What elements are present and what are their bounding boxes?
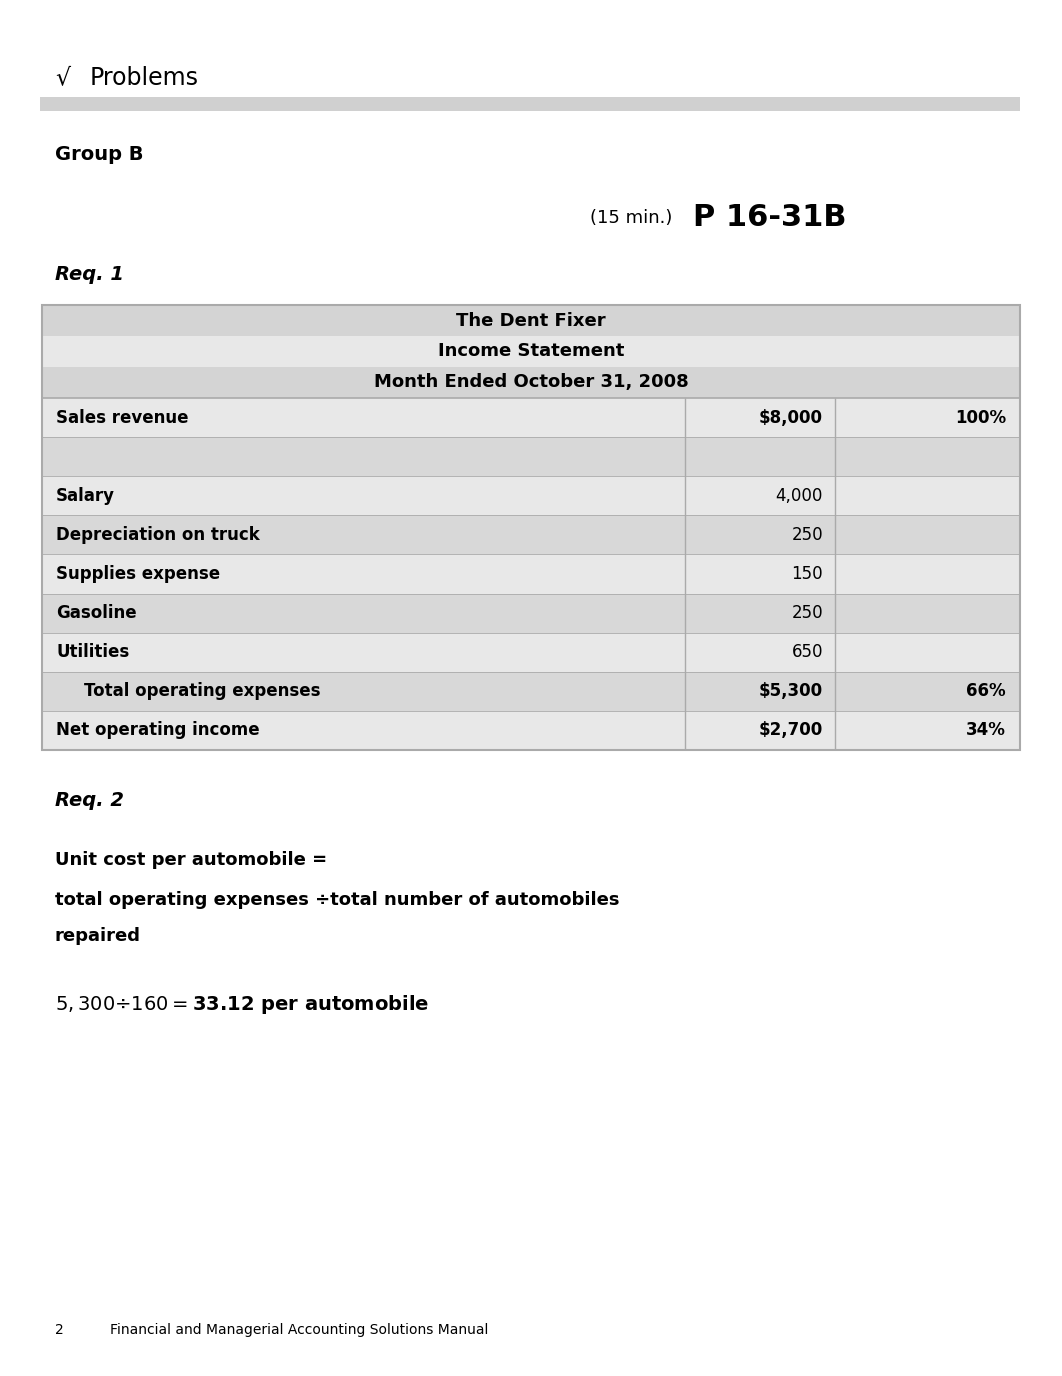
Bar [42, 476, 1020, 516]
Text: P 16-31B: P 16-31B [693, 204, 846, 233]
Bar [42, 305, 1020, 750]
Text: 250: 250 [791, 604, 823, 622]
Bar [42, 555, 1020, 593]
Text: Unit cost per automobile =: Unit cost per automobile = [55, 850, 327, 870]
Text: Income Statement: Income Statement [438, 343, 624, 361]
Bar [40, 96, 1020, 111]
Text: Net operating income: Net operating income [56, 721, 259, 739]
Bar [42, 633, 1020, 671]
Text: Financial and Managerial Accounting Solutions Manual: Financial and Managerial Accounting Solu… [110, 1322, 489, 1337]
Text: 2: 2 [55, 1322, 64, 1337]
Text: Req. 2: Req. 2 [55, 790, 124, 809]
Text: Gasoline: Gasoline [56, 604, 137, 622]
Text: Month Ended October 31, 2008: Month Ended October 31, 2008 [374, 373, 688, 392]
Text: Problems: Problems [90, 66, 199, 89]
Bar [42, 367, 1020, 398]
Text: total operating expenses ÷total number of automobiles: total operating expenses ÷total number o… [55, 892, 619, 910]
Text: 150: 150 [791, 566, 823, 583]
Bar [42, 593, 1020, 633]
Text: Depreciation on truck: Depreciation on truck [56, 526, 260, 544]
Text: Supplies expense: Supplies expense [56, 566, 220, 583]
Text: (15 min.): (15 min.) [590, 209, 672, 227]
Text: The Dent Fixer: The Dent Fixer [457, 311, 605, 329]
Text: √: √ [55, 66, 70, 89]
Text: 250: 250 [791, 526, 823, 544]
Text: $5,300: $5,300 [759, 682, 823, 700]
Text: repaired: repaired [55, 927, 141, 945]
Bar [42, 438, 1020, 476]
Text: 34%: 34% [966, 721, 1006, 739]
Bar [42, 671, 1020, 711]
Bar [42, 305, 1020, 750]
Text: 4,000: 4,000 [775, 487, 823, 505]
Bar [42, 516, 1020, 555]
Text: Group B: Group B [55, 146, 143, 165]
Text: Sales revenue: Sales revenue [56, 409, 188, 427]
Text: Salary: Salary [56, 487, 115, 505]
Text: 650: 650 [791, 643, 823, 662]
Text: 100%: 100% [955, 409, 1006, 427]
Bar [42, 398, 1020, 438]
Text: $2,700: $2,700 [758, 721, 823, 739]
Text: Utilities: Utilities [56, 643, 130, 662]
Bar [42, 305, 1020, 336]
Text: Total operating expenses: Total operating expenses [84, 682, 321, 700]
Bar [42, 711, 1020, 750]
Text: Req. 1: Req. 1 [55, 264, 124, 283]
Text: 66%: 66% [966, 682, 1006, 700]
Bar [42, 336, 1020, 367]
Text: $8,000: $8,000 [759, 409, 823, 427]
Text: $5,300 ÷160 = $33.12 per automobile: $5,300 ÷160 = $33.12 per automobile [55, 993, 429, 1017]
